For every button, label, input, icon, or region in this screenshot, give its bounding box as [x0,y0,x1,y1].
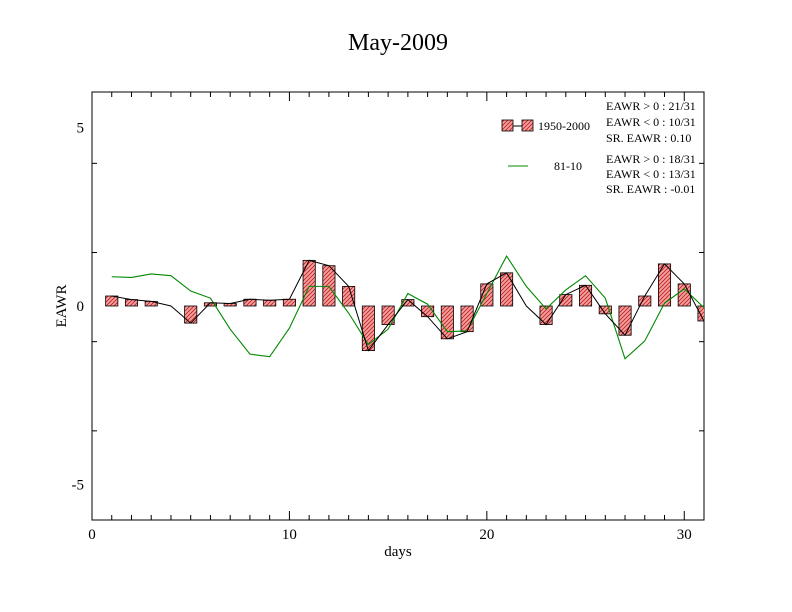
stat-81-10-positive: EAWR > 0 : 18/31 [606,152,696,166]
bar-day-19 [460,305,474,333]
x-tick-label: 0 [88,527,96,543]
bar-day-21 [500,272,514,307]
legend-item-81-10: 81-10 [508,159,582,173]
bar-day-25 [579,284,593,307]
bar-day-9 [263,299,277,307]
stat-81-10-negative: EAWR < 0 : 13/31 [606,167,696,181]
series-line-1950-2000 [111,259,704,352]
series-line-81-10 [111,254,704,360]
x-tick-label: 20 [479,527,494,543]
bar-day-5 [184,305,198,324]
legend-swatch-bar-left [501,119,514,132]
x-axis-label: days [384,544,412,560]
bar-day-13 [342,285,356,307]
bar-day-11 [302,259,316,307]
chart-title: May-2009 [348,30,448,56]
legend-swatch-bar-right [521,119,534,132]
bar-day-10 [282,298,296,307]
legend-item-1950-2000: 1950-2000 [501,119,590,133]
stat-1950-2000-positive: EAWR > 0 : 21/31 [606,99,696,113]
legend: 1950-2000 81-10 [501,119,590,173]
x-tick-label: 10 [282,527,297,543]
y-tick-label: 5 [77,121,85,137]
bar-day-31 [697,305,704,322]
legend-label-1950-2000: 1950-2000 [538,119,590,133]
lines-layer [111,254,704,360]
ticks-layer: 0 10 20 30 -5 0 5 [72,92,705,543]
stats-block: EAWR > 0 : 21/31 EAWR < 0 : 10/31 SR. EA… [606,99,696,196]
y-tick-label: -5 [72,477,85,493]
y-tick-label: 0 [77,299,85,315]
stat-1950-2000-negative: EAWR < 0 : 10/31 [606,115,696,129]
bar-day-17 [421,305,435,318]
bars-layer [105,259,704,351]
legend-label-81-10: 81-10 [554,159,582,173]
bar-day-30 [677,283,691,307]
x-tick-label: 30 [677,527,692,543]
stat-81-10-sr: SR. EAWR : -0.01 [606,182,695,196]
bar-day-1 [105,295,119,307]
bar-day-2 [124,299,139,307]
y-axis-label: EAWR [54,285,70,328]
stat-1950-2000-sr: SR. EAWR : 0.10 [606,131,691,145]
